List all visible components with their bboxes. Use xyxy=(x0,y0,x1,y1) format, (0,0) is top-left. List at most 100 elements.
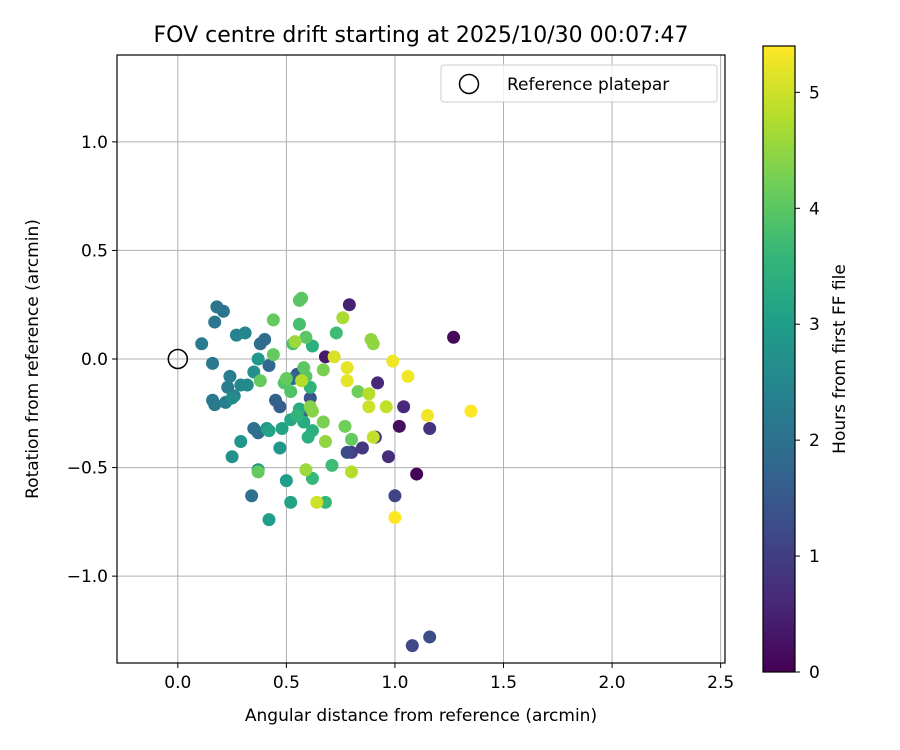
data-point xyxy=(340,374,354,388)
data-point xyxy=(206,356,220,370)
data-point xyxy=(421,408,435,422)
data-point xyxy=(366,337,380,351)
data-point xyxy=(303,400,317,414)
data-point xyxy=(295,291,309,305)
data-point xyxy=(340,445,354,459)
data-point xyxy=(253,374,267,388)
data-point xyxy=(251,465,265,479)
data-point xyxy=(234,435,248,449)
data-point xyxy=(292,317,306,331)
grid xyxy=(117,55,725,663)
data-point xyxy=(405,639,419,653)
colorbar-gradient xyxy=(763,46,795,672)
data-point xyxy=(401,369,415,383)
data-point xyxy=(345,432,359,446)
data-point xyxy=(290,408,304,422)
data-point xyxy=(379,400,393,414)
data-point xyxy=(325,458,339,472)
data-point xyxy=(266,313,280,327)
y-tick-label: 0.5 xyxy=(81,241,108,261)
data-point xyxy=(355,441,369,455)
data-point xyxy=(327,350,341,364)
axis-ticks: 0.0 0.5 1.0 1.5 2.0 2.5 −1.0 −0.5 0.0 0.5 1.0 xyxy=(67,133,734,693)
data-point xyxy=(340,361,354,375)
data-point xyxy=(381,450,395,464)
y-tick-label: 0.0 xyxy=(81,350,108,370)
data-point xyxy=(342,298,356,312)
data-point xyxy=(195,337,209,351)
data-point xyxy=(266,348,280,362)
data-point xyxy=(208,315,222,329)
data-point xyxy=(284,385,298,399)
colorbar-tick-label: 1 xyxy=(809,547,820,567)
colorbar-tick-label: 2 xyxy=(809,431,820,451)
data-point xyxy=(262,359,276,373)
data-point xyxy=(318,435,332,449)
data-point xyxy=(245,489,259,503)
data-point xyxy=(351,385,365,399)
colorbar-ticks: 0 1 2 3 4 5 xyxy=(795,83,820,683)
data-point xyxy=(223,369,237,383)
colorbar-tick-label: 0 xyxy=(809,663,820,683)
x-tick-label: 0.5 xyxy=(273,673,300,693)
data-point xyxy=(329,326,343,340)
data-point xyxy=(371,376,385,390)
data-point xyxy=(362,387,376,401)
data-point xyxy=(284,495,298,509)
data-point xyxy=(362,400,376,414)
data-point xyxy=(225,450,239,464)
data-point xyxy=(299,463,313,477)
colorbar-tick-label: 4 xyxy=(809,199,820,219)
y-tick-label: −1.0 xyxy=(67,567,108,587)
data-point xyxy=(295,374,309,388)
data-point xyxy=(392,419,406,433)
legend-label-reference: Reference platepar xyxy=(507,75,669,95)
colorbar: 0 1 2 3 4 5 Hours from first FF file xyxy=(762,45,850,683)
data-point xyxy=(447,330,461,344)
data-point xyxy=(423,630,437,644)
data-point xyxy=(279,474,293,488)
data-point xyxy=(251,352,265,366)
y-tick-label: −0.5 xyxy=(67,459,108,479)
x-tick-label: 2.5 xyxy=(707,673,734,693)
x-tick-label: 0.0 xyxy=(164,673,191,693)
data-point xyxy=(316,363,330,377)
data-point xyxy=(305,424,319,438)
data-point xyxy=(262,424,276,438)
data-point xyxy=(423,421,437,435)
y-tick-label: 1.0 xyxy=(81,133,108,153)
data-point xyxy=(225,391,239,405)
data-point xyxy=(397,400,411,414)
chart-title: FOV centre drift starting at 2025/10/30 … xyxy=(154,23,689,48)
data-point xyxy=(299,330,313,344)
data-point xyxy=(273,441,287,455)
data-point xyxy=(269,393,283,407)
data-point xyxy=(262,513,276,527)
colorbar-label: Hours from first FF file xyxy=(830,264,850,454)
colorbar-tick-label: 5 xyxy=(809,83,820,103)
colorbar-frame xyxy=(762,45,796,673)
data-point xyxy=(240,378,254,392)
data-point xyxy=(386,354,400,368)
data-point xyxy=(247,421,261,435)
x-tick-label: 1.0 xyxy=(381,673,408,693)
legend-marker-reference xyxy=(458,73,480,95)
x-tick-label: 2.0 xyxy=(599,673,626,693)
data-point xyxy=(316,415,330,429)
data-point xyxy=(388,489,402,503)
reference-platepar-marker xyxy=(167,348,189,370)
data-point xyxy=(258,332,272,346)
colorbar-tick-label: 3 xyxy=(809,315,820,335)
data-point xyxy=(345,465,359,479)
x-tick-label: 1.5 xyxy=(490,673,517,693)
legend-box xyxy=(440,64,718,103)
legend: Reference platepar xyxy=(440,64,718,103)
data-point xyxy=(208,398,222,412)
data-point xyxy=(464,404,478,418)
data-point xyxy=(238,326,252,340)
data-point xyxy=(310,495,324,509)
data-point xyxy=(216,304,230,318)
data-point xyxy=(388,511,402,525)
data-point xyxy=(336,311,350,325)
